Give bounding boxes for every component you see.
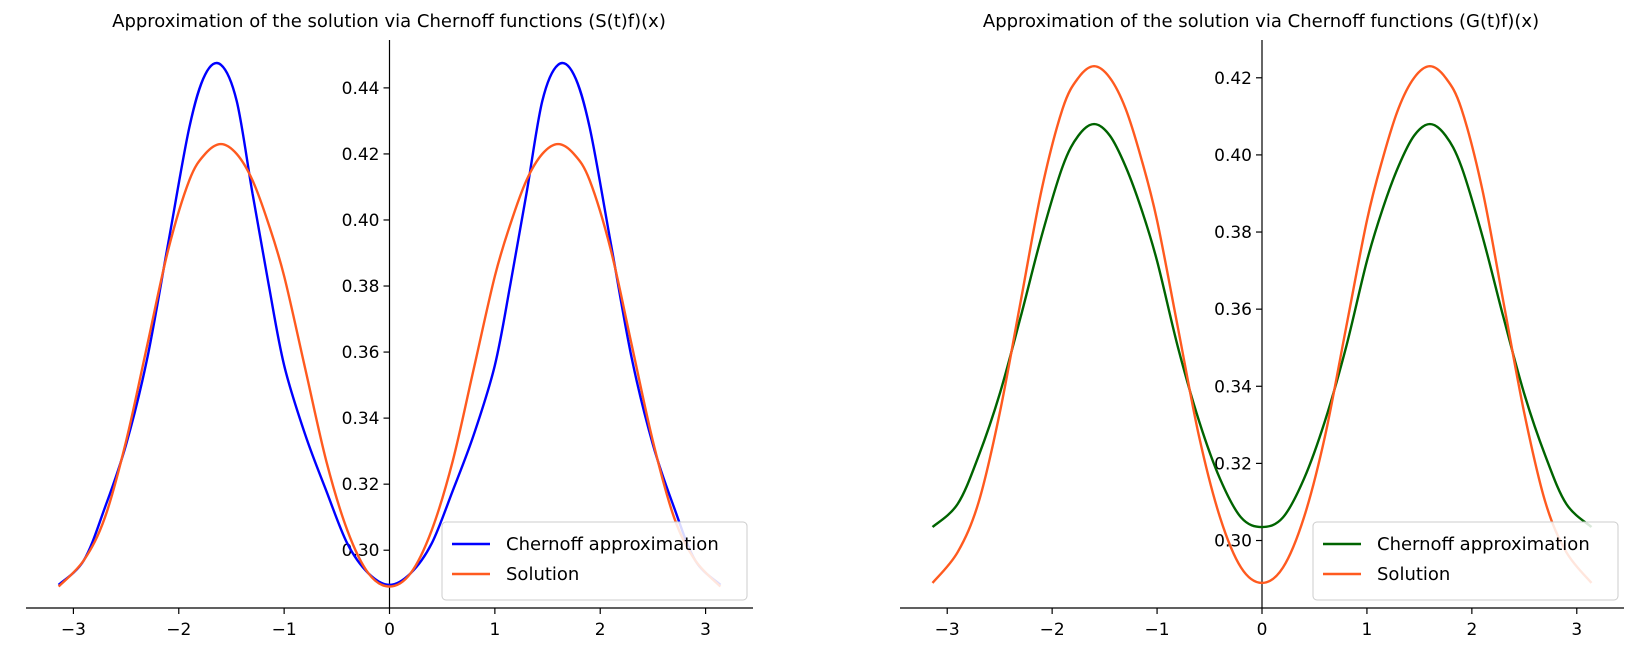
legend: Chernoff approximation Solution — [1312, 521, 1619, 601]
y-tick-label: 0.36 — [342, 343, 380, 363]
legend: Chernoff approximation Solution — [441, 521, 748, 601]
legend-box — [1312, 521, 1619, 601]
y-tick-label: 0.36 — [1214, 300, 1252, 320]
legend-label: Chernoff approximation — [506, 534, 719, 555]
y-tick-label: 0.40 — [1214, 146, 1252, 166]
x-tick-label: 0 — [384, 620, 395, 640]
x-tick-label: 1 — [1362, 620, 1373, 640]
x-tick-label: 2 — [595, 620, 606, 640]
legend-label: Solution — [1377, 564, 1450, 585]
x-tick-label: 3 — [1571, 620, 1582, 640]
y-tick-label: 0.34 — [1214, 377, 1252, 397]
y-tick-label: 0.42 — [1214, 69, 1252, 89]
x-tick-label: −2 — [1040, 620, 1065, 640]
x-tick-label: −3 — [935, 620, 960, 640]
x-tick-label: −1 — [272, 620, 297, 640]
chart-panel-right: Approximation of the solution via Cherno… — [900, 11, 1624, 640]
x-tick-label: 2 — [1466, 620, 1477, 640]
x-tick-label: −1 — [1145, 620, 1170, 640]
x-tick-label: −3 — [61, 620, 86, 640]
x-tick-label: 3 — [700, 620, 711, 640]
series-line-chernoff-approximation — [931, 122, 1593, 529]
y-tick-label: 0.30 — [342, 541, 380, 561]
y-tick-label: 0.34 — [342, 409, 380, 429]
y-tick-label: 0.38 — [342, 277, 380, 297]
chart-title: Approximation of the solution via Cherno… — [983, 11, 1539, 32]
y-tick-label: 0.44 — [342, 79, 380, 99]
series-line-solution — [57, 142, 722, 588]
x-tick-label: −2 — [166, 620, 191, 640]
series-line-solution — [931, 65, 1593, 585]
y-tick-label: 0.42 — [342, 145, 380, 165]
series-line-chernoff-approximation — [57, 61, 722, 587]
legend-label: Chernoff approximation — [1377, 534, 1590, 555]
y-tick-label: 0.30 — [1214, 532, 1252, 552]
y-tick-label: 0.32 — [342, 475, 380, 495]
y-tick-label: 0.32 — [1214, 454, 1252, 474]
x-tick-label: 1 — [489, 620, 500, 640]
legend-box — [441, 521, 748, 601]
y-tick-label: 0.38 — [1214, 223, 1252, 243]
chart-title: Approximation of the solution via Cherno… — [112, 11, 666, 32]
x-tick-label: 0 — [1257, 620, 1268, 640]
chart-panel-left: Approximation of the solution via Cherno… — [26, 11, 753, 640]
y-tick-label: 0.40 — [342, 211, 380, 231]
legend-label: Solution — [506, 564, 579, 585]
